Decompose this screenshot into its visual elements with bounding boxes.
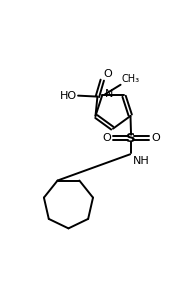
Text: HO: HO — [60, 91, 77, 101]
Text: O: O — [151, 133, 160, 143]
Text: N: N — [105, 89, 113, 99]
Text: NH: NH — [133, 156, 150, 166]
Text: CH₃: CH₃ — [121, 74, 140, 84]
Text: O: O — [102, 133, 111, 143]
Text: S: S — [126, 132, 136, 145]
Text: O: O — [103, 69, 112, 79]
